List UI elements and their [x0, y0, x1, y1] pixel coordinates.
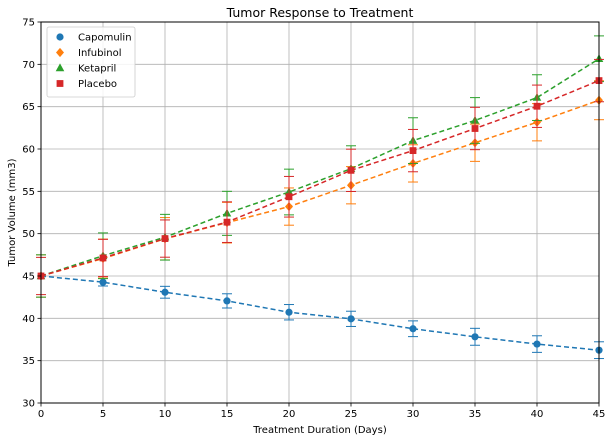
data-point	[285, 193, 293, 201]
data-point	[533, 340, 541, 348]
data-point	[347, 315, 355, 323]
data-point	[223, 297, 231, 305]
y-tick-label: 30	[22, 399, 35, 410]
y-tick-label: 70	[22, 60, 35, 71]
x-tick-label: 5	[100, 409, 106, 420]
legend: Capomulin Infubinol Ketapril Placebo	[46, 26, 136, 98]
y-tick-label: 40	[22, 314, 35, 325]
legend-label: Placebo	[78, 79, 117, 90]
series-line	[40, 58, 600, 277]
data-point	[471, 125, 479, 132]
data-point	[99, 254, 107, 262]
plot-frame	[40, 21, 600, 404]
series-layer	[36, 35, 604, 360]
data-point	[223, 218, 231, 226]
x-tick-label: 15	[221, 409, 234, 420]
legend-label: Infubinol	[78, 48, 122, 59]
y-tick-label: 75	[22, 18, 35, 29]
x-axis-label: Treatment Duration (Days)	[252, 425, 387, 436]
axis-ticks: 0 5 10 15 20 25 30 35 40 45 30 35 40 45 50 55 60 65 70 75	[22, 18, 605, 421]
data-point	[409, 147, 417, 155]
y-tick-label: 45	[22, 272, 35, 283]
data-point	[55, 63, 65, 72]
x-tick-label: 40	[531, 409, 544, 420]
series-capomulin	[37, 272, 604, 360]
x-tick-label: 10	[159, 409, 172, 420]
y-tick-label: 65	[22, 102, 35, 113]
data-point	[347, 166, 355, 174]
x-tick-label: 0	[38, 409, 44, 420]
legend-box	[46, 26, 136, 98]
y-tick-label: 50	[22, 229, 35, 240]
legend-label: Ketapril	[78, 64, 116, 75]
y-tick-label: 35	[22, 356, 35, 367]
data-point	[533, 102, 541, 110]
series-line	[40, 275, 600, 351]
series-line	[40, 79, 600, 277]
x-tick-label: 45	[593, 409, 606, 420]
y-tick-label: 60	[22, 145, 35, 156]
chart-title: Tumor Response to Treatment	[226, 5, 414, 20]
y-tick-label: 55	[22, 187, 35, 198]
legend-label: Capomulin	[78, 33, 132, 44]
y-axis-label: Tumor Volume (mm3)	[7, 158, 18, 267]
series-line	[40, 99, 600, 277]
data-point	[56, 80, 64, 87]
data-point	[161, 288, 169, 296]
data-point	[285, 308, 293, 316]
data-point	[56, 47, 64, 58]
data-point	[409, 325, 417, 333]
x-tick-label: 35	[469, 409, 482, 420]
x-tick-label: 25	[345, 409, 358, 420]
data-point	[56, 33, 64, 41]
data-point	[471, 333, 479, 341]
data-point	[161, 235, 169, 242]
x-tick-label: 30	[407, 409, 420, 420]
data-point	[99, 278, 107, 286]
x-tick-label: 20	[283, 409, 296, 420]
